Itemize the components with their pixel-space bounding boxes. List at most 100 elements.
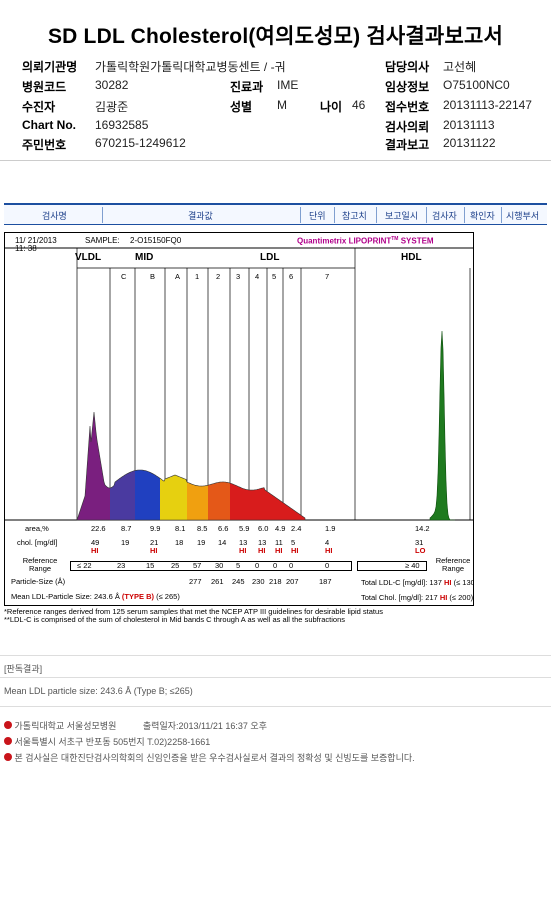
reference-range-box bbox=[70, 561, 352, 571]
area-value: 9.9 bbox=[150, 524, 161, 533]
hdl-reference: ≥ 40 bbox=[405, 561, 420, 570]
hospital-name-label: 의뢰기관명 bbox=[22, 60, 78, 74]
band-label-1: 1 bbox=[195, 272, 200, 281]
area-value: 8.5 bbox=[197, 524, 208, 533]
tab-department[interactable]: 시행부서 bbox=[506, 211, 540, 221]
particle-size-value: 277 bbox=[189, 577, 202, 586]
flag-value: HI bbox=[239, 546, 247, 555]
bullet-icon bbox=[4, 753, 12, 761]
footer-certification: 본 검사실은 대한진단검사의학회의 신임인증을 받은 우수검사실로서 결과의 정… bbox=[4, 751, 415, 764]
chol-value: 19 bbox=[197, 538, 206, 547]
footer-address: 서울특별시 서초구 반포동 505번지 T.02)2258-1661 bbox=[4, 735, 210, 748]
tab-divider bbox=[376, 207, 377, 223]
tab-divider bbox=[501, 207, 502, 223]
band-label-3: 3 bbox=[236, 272, 241, 281]
area-value: 1.9 bbox=[325, 524, 336, 533]
band-label-2: 2 bbox=[216, 272, 221, 281]
reference-label: Reference Range bbox=[22, 556, 58, 573]
group-mid: MID bbox=[135, 252, 154, 263]
mean-ldl-value: 243.6 Å bbox=[93, 592, 120, 601]
footer-hospital-name: 가톨릭대학교 서울성모병원 bbox=[14, 721, 117, 731]
flag-value: HI bbox=[275, 546, 283, 555]
area-row-label: area,% bbox=[25, 524, 49, 533]
chol-value: 5 bbox=[291, 538, 296, 547]
brand-tm: TM bbox=[391, 236, 399, 242]
tab-divider bbox=[426, 207, 427, 223]
total-ldl: Total LDL-C [mg/dl]: 137 HI (≤ 130) bbox=[361, 578, 473, 587]
age-value: 46 bbox=[352, 98, 366, 112]
footer-print-date: 출력일자:2013/11/21 16:37 오후 bbox=[142, 721, 267, 731]
band-label-c: C bbox=[121, 272, 127, 281]
group-vldl: VLDL bbox=[75, 252, 102, 263]
tab-divider bbox=[102, 207, 103, 223]
band-label-7: 7 bbox=[325, 272, 330, 281]
flag-value: HI bbox=[258, 546, 266, 555]
reference-value: 0 bbox=[325, 561, 330, 570]
flag-value: HI bbox=[150, 546, 158, 555]
group-ldl: LDL bbox=[260, 252, 280, 263]
total-ldl-label: Total LDL-C [mg/dl]: bbox=[361, 578, 428, 587]
chol-value: 31 bbox=[415, 538, 424, 547]
bullet-icon bbox=[4, 737, 12, 745]
tab-result[interactable]: 결과값 bbox=[188, 211, 213, 221]
chart-no-value: 16932585 bbox=[95, 118, 149, 132]
lipoprint-report: 11/ 21/2013 11: 38 SAMPLE: 2-O15150FQ0 Q… bbox=[4, 232, 474, 606]
patient-name-label: 수진자 bbox=[22, 100, 56, 114]
clinical-info-label: 임상정보 bbox=[385, 80, 430, 94]
particle-size-value: 187 bbox=[319, 577, 332, 586]
sample-label: SAMPLE: bbox=[85, 236, 120, 245]
hdl-reference-box bbox=[357, 561, 427, 571]
particle-size-value: 218 bbox=[269, 577, 282, 586]
total-ldl-value: 137 bbox=[429, 578, 442, 587]
fraction-fill bbox=[187, 412, 208, 520]
chol-value: 19 bbox=[121, 538, 130, 547]
area-value: 4.9 bbox=[275, 524, 286, 533]
band-label-6: 6 bbox=[289, 272, 294, 281]
fraction-fill bbox=[208, 412, 230, 520]
chol-value: 49 bbox=[91, 538, 100, 547]
sex-label: 성별 bbox=[230, 100, 253, 114]
tab-unit[interactable]: 단위 bbox=[309, 211, 326, 221]
particle-size-value: 261 bbox=[211, 577, 224, 586]
doctor-label: 담당의사 bbox=[385, 60, 430, 74]
hospital-name-value: 가톨릭학원가톨릭대학교병동센트 / -궈 bbox=[95, 60, 286, 74]
total-chol-label: Total Chol. [mg/dl]: bbox=[361, 593, 424, 602]
area-value: 8.7 bbox=[121, 524, 132, 533]
chol-value: 4 bbox=[325, 538, 330, 547]
section-divider bbox=[0, 706, 551, 707]
doctor-value: 고선혜 bbox=[443, 60, 477, 74]
hospital-code-value: 30282 bbox=[95, 78, 129, 92]
tab-confirmer[interactable]: 확인자 bbox=[470, 211, 495, 221]
brand-suffix: SYSTEM bbox=[400, 236, 434, 246]
chol-value: 21 bbox=[150, 538, 159, 547]
chart-no-label: Chart No. bbox=[22, 118, 76, 132]
total-chol-flag: HI bbox=[439, 593, 448, 602]
age-label: 나이 bbox=[320, 100, 343, 114]
footer-certification-text: 본 검사실은 대한진단검사의학회의 신임인증을 받은 우수검사실로서 결과의 정… bbox=[14, 753, 415, 763]
reference-value: 30 bbox=[215, 561, 224, 570]
footnote-ldl: **LDL-C is comprised of the sum of chole… bbox=[4, 615, 346, 624]
chol-value: 11 bbox=[275, 538, 283, 547]
mean-ldl-label: Mean LDL-Particle Size: bbox=[11, 592, 92, 601]
interpretation-text: Mean LDL particle size: 243.6 Å (Type B;… bbox=[4, 686, 193, 696]
tab-test-name[interactable]: 검사명 bbox=[42, 211, 67, 221]
sex-value: M bbox=[277, 98, 287, 112]
area-value: 14.2 bbox=[415, 524, 430, 533]
band-label-a: A bbox=[175, 272, 181, 281]
resident-no-value: 670215-1249612 bbox=[95, 136, 186, 150]
tab-divider bbox=[300, 207, 301, 223]
document-title: SD LDL Cholesterol(여의도성모) 검사결과보고서 bbox=[47, 25, 504, 48]
footer-hospital: 가톨릭대학교 서울성모병원 출력일자:2013/11/21 16:37 오후 bbox=[4, 719, 267, 732]
tab-report-time[interactable]: 보고일시 bbox=[385, 211, 419, 221]
fraction-fill bbox=[135, 412, 160, 520]
electrophoresis-graph bbox=[5, 247, 473, 521]
tab-tester[interactable]: 검사자 bbox=[432, 211, 457, 221]
hdl-peak bbox=[429, 330, 455, 521]
mean-ldl-size: Mean LDL-Particle Size: 243.6 Å (TYPE B)… bbox=[11, 592, 180, 601]
footnote-reference: *Reference ranges derived from 125 serum… bbox=[4, 607, 383, 616]
report-date-value: 20131122 bbox=[443, 136, 496, 150]
total-ldl-flag: HI bbox=[443, 578, 452, 587]
area-value: 5.9 bbox=[239, 524, 250, 533]
chol-value: 18 bbox=[175, 538, 184, 547]
tab-reference[interactable]: 참고치 bbox=[342, 211, 367, 221]
